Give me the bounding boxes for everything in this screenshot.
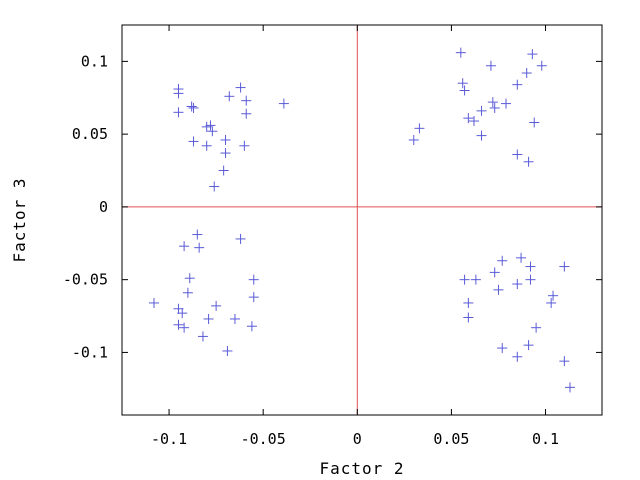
data-point: [476, 105, 487, 116]
data-point: [188, 102, 199, 113]
data-point: [463, 297, 474, 308]
data-point: [457, 78, 468, 89]
plot-frame: [121, 24, 603, 416]
y-tick-label: -0.1: [72, 343, 108, 361]
data-point: [455, 47, 466, 58]
data-point: [173, 107, 184, 118]
data-point: [497, 255, 508, 266]
x-tick-label: 0.05: [433, 430, 469, 448]
data-point: [529, 117, 540, 128]
data-point: [201, 140, 212, 151]
data-point: [408, 134, 419, 145]
x-tick-label: -0.1: [151, 430, 187, 448]
data-point: [235, 82, 246, 93]
data-point: [205, 120, 216, 131]
data-point: [179, 322, 190, 333]
data-point: [278, 98, 289, 109]
y-axis-ticks: 0.1 0.05 0 -0.05 -0.1: [63, 52, 602, 361]
data-point: [523, 340, 534, 351]
data-point: [229, 313, 240, 324]
data-point: [546, 297, 557, 308]
data-point: [194, 242, 205, 253]
data-point: [173, 88, 184, 99]
data-point: [209, 181, 220, 192]
data-point: [559, 356, 570, 367]
data-point: [203, 313, 214, 324]
data-point: [523, 156, 534, 167]
data-point: [531, 322, 542, 333]
data-point: [248, 274, 259, 285]
data-point: [489, 267, 500, 278]
data-point: [248, 292, 259, 303]
data-point: [463, 312, 474, 323]
data-point: [211, 300, 222, 311]
data-point: [149, 297, 159, 308]
data-point: [487, 97, 498, 108]
y-axis-title: Factor 3: [10, 177, 29, 262]
data-point: [182, 287, 193, 298]
data-point: [207, 126, 218, 137]
y-tick-label: 0: [99, 198, 108, 216]
data-point: [512, 149, 523, 160]
data-point: [521, 68, 532, 79]
x-tick-label: 0.1: [532, 430, 559, 448]
data-point: [224, 91, 235, 102]
data-point: [459, 274, 470, 285]
data-point: [220, 148, 231, 159]
data-point: [565, 382, 575, 393]
data-point: [177, 308, 188, 319]
y-tick-label: 0.05: [72, 125, 108, 143]
data-point: [197, 331, 208, 342]
data-point: [222, 345, 233, 356]
data-point: [470, 274, 481, 285]
data-point: [497, 343, 508, 354]
data-point: [527, 49, 538, 60]
data-point: [414, 123, 425, 134]
x-tick-label: -0.05: [241, 430, 286, 448]
data-point: [536, 60, 547, 71]
y-tick-label: -0.05: [63, 271, 108, 289]
data-point: [184, 273, 195, 284]
data-point: [463, 113, 474, 124]
data-point: [192, 229, 203, 240]
x-axis-ticks: -0.1 -0.05 0 0.05 0.1: [151, 25, 559, 448]
data-point: [525, 274, 536, 285]
data-point: [241, 95, 252, 106]
data-point: [459, 85, 470, 96]
data-point: [501, 98, 511, 109]
data-point: [179, 241, 190, 252]
data-point: [469, 116, 479, 127]
data-point: [239, 140, 250, 151]
data-point: [512, 79, 523, 90]
data-points: [149, 47, 575, 393]
data-point: [220, 134, 231, 145]
y-tick-label: 0.1: [81, 52, 108, 70]
data-point: [241, 108, 252, 119]
x-tick-label: 0: [353, 430, 362, 448]
data-point: [512, 351, 523, 362]
data-point: [489, 102, 500, 113]
data-point: [188, 136, 199, 147]
data-point: [173, 319, 184, 330]
data-point: [485, 60, 496, 71]
data-point: [516, 252, 527, 263]
data-point: [235, 233, 246, 244]
data-point: [218, 165, 229, 176]
data-point: [186, 101, 197, 112]
x-axis-title: Factor 2: [319, 459, 404, 478]
data-point: [476, 130, 487, 141]
data-point: [246, 321, 257, 332]
data-point: [559, 261, 570, 272]
data-point: [512, 279, 523, 290]
data-point: [525, 261, 536, 272]
data-point: [493, 284, 504, 295]
data-point: [548, 290, 559, 301]
